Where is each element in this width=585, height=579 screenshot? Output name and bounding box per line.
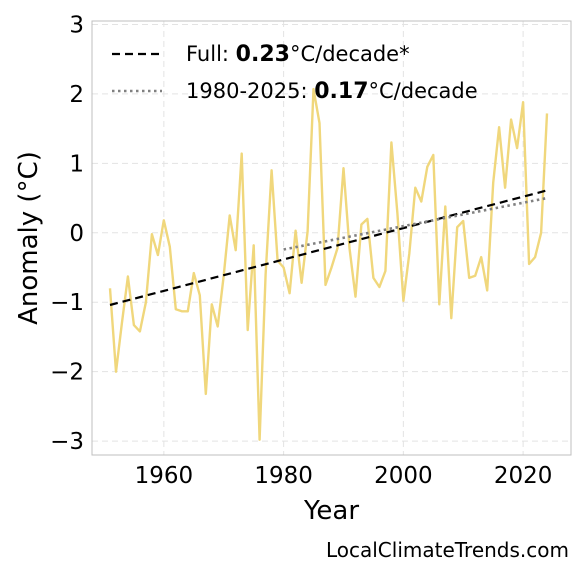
y-tick-label: −2 [50,360,84,386]
y-tick-label: 3 [69,12,84,38]
anomaly-series-line [108,87,549,441]
x-tick-label: 2000 [374,463,433,489]
series-layer [108,87,549,441]
x-tick-label: 1960 [135,463,194,489]
y-tick-label: 0 [69,221,84,247]
legend-label: 1980-2025: 0.17°C/decade [186,79,478,104]
y-tick-label: −1 [50,290,84,316]
y-tick-label: 2 [69,82,84,108]
x-axis-label: Year [303,496,359,526]
y-tick-label: −3 [50,429,84,455]
recent-trend-line [283,196,548,251]
x-tick-label: 2020 [494,463,553,489]
y-tick-label: 1 [69,151,84,177]
legend: Full: 0.23°C/decade* 1980-2025: 0.17°C/de… [112,42,478,104]
grid [92,21,571,455]
x-tick-label: 1980 [254,463,313,489]
full-trend-line [109,189,548,307]
legend-label: Full: 0.23°C/decade* [186,42,410,67]
y-axis-label: Anomaly (°C) [14,151,44,325]
plot-frame [91,20,572,456]
watermark: LocalClimateTrends.com [325,538,569,562]
tick-labels: 1960 1980 2000 2020 −3 −2 −1 0 1 2 3 [50,12,552,489]
